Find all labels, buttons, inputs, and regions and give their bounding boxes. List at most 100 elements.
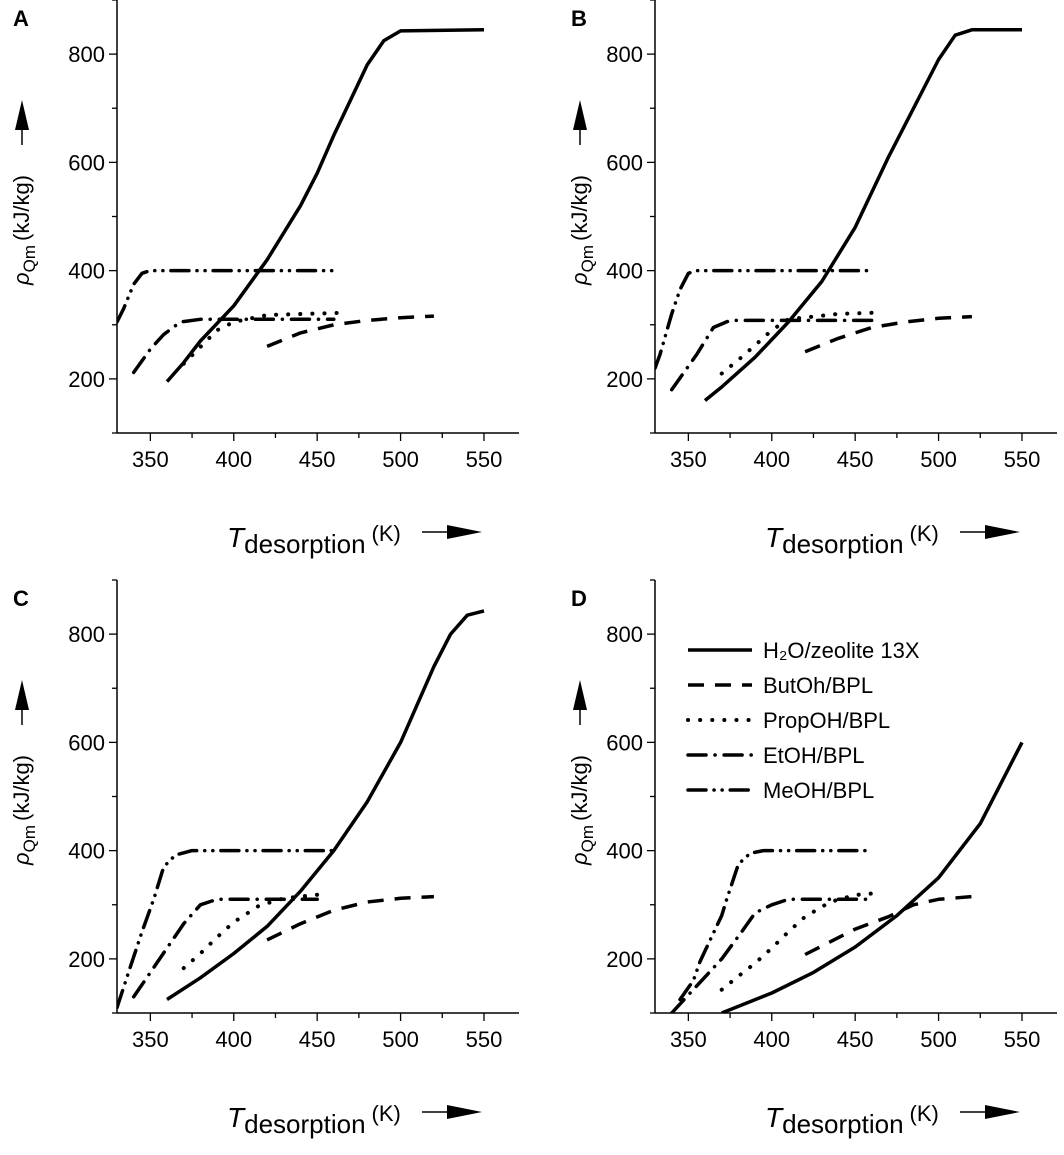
x-axis-unit: (K) [910,1101,939,1126]
x-tick-label: 450 [837,447,874,472]
y-tick-label: 200 [68,947,105,972]
y-axis-title: ρQm (kJ/kg) [567,175,597,286]
x-axis-unit: (K) [372,521,401,546]
y-tick-label: 400 [68,259,105,284]
x-axis-unit: (K) [910,521,939,546]
panel-label: A [13,6,29,31]
arrow-head [447,1105,482,1119]
x-tick-label: 550 [466,1027,503,1052]
x-axis-subscript: desorption [782,529,903,559]
x-axis-symbol: T [765,1102,784,1133]
x-tick-label: 450 [299,1027,336,1052]
y-axis-symbol: ρ [567,852,592,866]
y-axis-unit: (kJ/kg) [567,175,592,241]
x-tick-label: 400 [753,1027,790,1052]
y-tick-label: 200 [606,947,643,972]
x-axis-unit: (K) [372,1101,401,1126]
x-tick-label: 350 [670,1027,707,1052]
x-tick-label: 500 [382,1027,419,1052]
y-axis-subscript: Qm [20,825,39,852]
arrow-head [15,680,29,710]
y-axis-subscript: Qm [578,825,597,852]
series-line-solid [166,609,485,1001]
y-axis-arrow-icon [15,680,29,725]
y-tick-label: 600 [68,730,105,755]
y-axis-title: ρQm (kJ/kg) [567,755,597,866]
panel-label: C [13,586,29,611]
x-tick-label: 500 [920,1027,957,1052]
y-axis-symbol: ρ [567,272,592,286]
y-axis-symbol: ρ [9,852,34,866]
x-axis-title: Tdesorption (K) [227,1101,401,1139]
x-tick-label: 500 [382,447,419,472]
y-axis-unit: (kJ/kg) [9,175,34,241]
y-tick-label: 400 [606,839,643,864]
x-axis-subscript: desorption [244,1109,365,1139]
x-axis-title: Tdesorption (K) [227,521,401,559]
x-tick-label: 500 [920,447,957,472]
y-axis-title: ρQm (kJ/kg) [9,175,39,286]
legend: H₂O/zeolite 13X ButOh/BPL PropOH/BPL EtOH/B… [686,638,920,803]
legend-label: H₂O/zeolite 13X [763,638,920,663]
x-axis-arrow-icon [960,1105,1020,1119]
series-line-dash-dot [131,897,319,999]
y-tick-label: 200 [606,367,643,392]
legend-label: EtOH/BPL [763,743,864,768]
x-tick-label: 550 [1004,1027,1041,1052]
series-line-solid [165,28,485,383]
y-tick-label: 200 [68,367,105,392]
x-axis-symbol: T [765,522,784,553]
series-line-dash-dot-dot [117,268,336,324]
series-line-dash [266,314,434,349]
y-axis-symbol: ρ [9,272,34,286]
x-tick-label: 350 [132,447,169,472]
y-axis-title: ρQm (kJ/kg) [9,755,39,866]
y-axis-arrow-icon [573,680,587,725]
x-tick-label: 400 [215,1027,252,1052]
x-axis-subscript: desorption [244,529,365,559]
x-tick-label: 350 [670,447,707,472]
x-tick-label: 550 [1004,447,1041,472]
arrow-head [573,680,587,710]
y-axis-arrow-icon [15,100,29,145]
y-tick-label: 400 [68,839,105,864]
series-line-dash [804,314,972,354]
x-tick-label: 550 [466,447,503,472]
x-tick-label: 350 [132,1027,169,1052]
series-line-dash-dot-dot [655,268,874,370]
y-axis-unit: (kJ/kg) [9,755,34,821]
y-tick-label: 800 [606,622,643,647]
y-tick-label: 800 [68,622,105,647]
series-line-dash-dot-dot [678,848,874,1002]
x-tick-label: 450 [299,447,336,472]
panel-label: B [571,6,587,31]
x-axis-symbol: T [227,522,246,553]
arrow-head [447,525,482,539]
arrow-head [985,1105,1020,1119]
y-tick-label: 800 [606,42,643,67]
x-tick-label: 400 [753,447,790,472]
x-axis-subscript: desorption [782,1109,903,1139]
x-tick-label: 400 [215,447,252,472]
x-axis-title: Tdesorption (K) [765,1101,939,1139]
x-axis-arrow-icon [960,525,1020,539]
series-line-dash-dot [131,317,336,375]
arrow-head [985,525,1020,539]
arrow-head [15,100,29,130]
x-tick-label: 450 [837,1027,874,1052]
arrow-head [573,100,587,130]
series-line-dash [266,894,434,942]
y-tick-label: 400 [606,259,643,284]
x-axis-arrow-icon [422,1105,482,1119]
x-axis-arrow-icon [422,525,482,539]
series-line-dot [719,890,883,992]
y-axis-subscript: Qm [578,245,597,272]
y-tick-label: 600 [68,150,105,175]
y-axis-subscript: Qm [20,245,39,272]
legend-label: PropOH/BPL [763,708,890,733]
